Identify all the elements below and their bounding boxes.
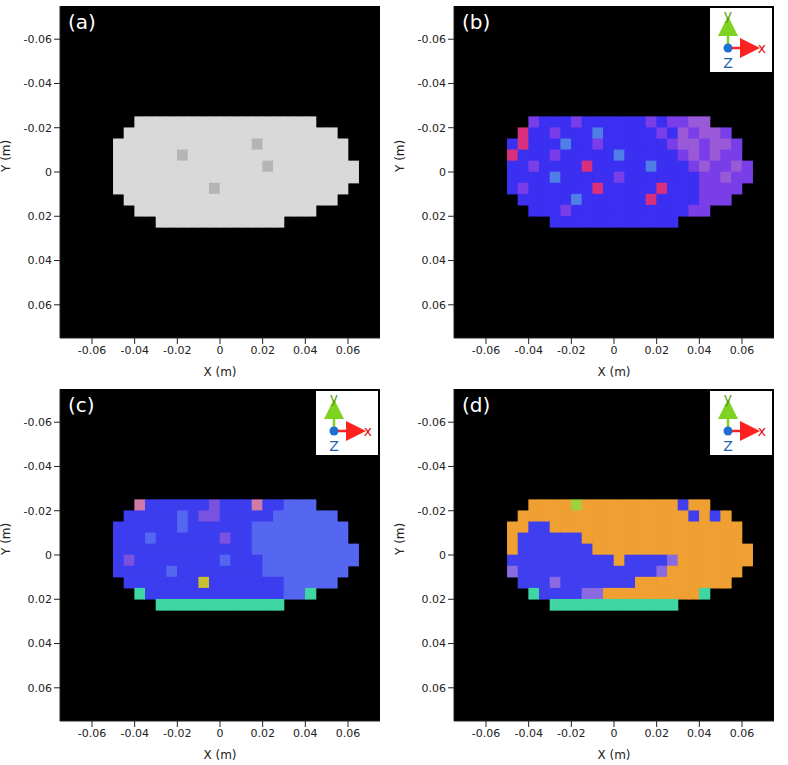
svg-text:Z: Z	[723, 438, 733, 454]
svg-text:0: 0	[217, 727, 224, 740]
html-text:(c): (c)	[68, 393, 95, 417]
svg-text:0.06: 0.06	[28, 299, 53, 312]
svg-text:x: x	[758, 423, 766, 439]
svg-text:X (m): X (m)	[597, 365, 630, 379]
svg-text:-0.04: -0.04	[24, 77, 52, 90]
svg-text:-0.04: -0.04	[514, 344, 542, 357]
svg-text:y: y	[724, 8, 732, 23]
svg-text:0.04: 0.04	[422, 254, 447, 267]
svg-text:Z: Z	[723, 55, 733, 71]
svg-text:-0.02: -0.02	[163, 727, 191, 740]
svg-text:x: x	[364, 423, 372, 439]
svg-text:-0.02: -0.02	[24, 505, 52, 518]
svg-text:0.02: 0.02	[28, 210, 53, 223]
svg-text:0.02: 0.02	[644, 344, 669, 357]
html-text:(a): (a)	[68, 10, 96, 34]
svg-text:-0.04: -0.04	[514, 727, 542, 740]
svg-text:-0.06: -0.06	[472, 344, 500, 357]
svg-text:-0.06: -0.06	[24, 416, 52, 429]
svg-text:X (m): X (m)	[203, 748, 236, 762]
svg-text:-0.04: -0.04	[24, 460, 52, 473]
svg-text:0: 0	[439, 166, 446, 179]
svg-text:0.02: 0.02	[28, 593, 53, 606]
svg-text:0.04: 0.04	[687, 344, 712, 357]
html-text:(b): (b)	[462, 10, 491, 34]
svg-text:0: 0	[611, 344, 618, 357]
svg-text:0.06: 0.06	[730, 344, 755, 357]
svg-text:-0.06: -0.06	[78, 344, 106, 357]
svg-text:-0.04: -0.04	[418, 77, 446, 90]
svg-text:-0.04: -0.04	[120, 727, 148, 740]
svg-text:-0.02: -0.02	[24, 122, 52, 135]
svg-text:Z: Z	[329, 438, 339, 454]
svg-text:0.06: 0.06	[422, 682, 447, 695]
svg-text:0: 0	[45, 549, 52, 562]
svg-text:0: 0	[217, 344, 224, 357]
svg-text:-0.06: -0.06	[418, 416, 446, 429]
svg-text:0.06: 0.06	[28, 682, 53, 695]
svg-text:0.02: 0.02	[644, 727, 669, 740]
svg-text:-0.02: -0.02	[163, 344, 191, 357]
svg-text:-0.06: -0.06	[78, 727, 106, 740]
svg-text:-0.04: -0.04	[418, 460, 446, 473]
svg-text:x: x	[758, 40, 766, 56]
svg-text:y: y	[724, 391, 732, 406]
svg-text:0: 0	[439, 549, 446, 562]
svg-text:0.04: 0.04	[293, 727, 318, 740]
svg-text:0.04: 0.04	[687, 727, 712, 740]
svg-text:-0.04: -0.04	[120, 344, 148, 357]
svg-text:-0.06: -0.06	[418, 33, 446, 46]
svg-text:-0.06: -0.06	[24, 33, 52, 46]
svg-text:X (m): X (m)	[203, 365, 236, 379]
svg-text:-0.02: -0.02	[557, 727, 585, 740]
svg-text:0.02: 0.02	[250, 344, 275, 357]
svg-text:-0.06: -0.06	[472, 727, 500, 740]
svg-text:0.06: 0.06	[336, 344, 361, 357]
svg-text:-0.02: -0.02	[418, 122, 446, 135]
svg-text:0.04: 0.04	[293, 344, 318, 357]
svg-text:Y (m): Y (m)	[0, 523, 13, 556]
svg-text:0.04: 0.04	[28, 254, 53, 267]
svg-text:0.04: 0.04	[422, 637, 447, 650]
svg-text:0.02: 0.02	[250, 727, 275, 740]
svg-text:0.06: 0.06	[336, 727, 361, 740]
svg-text:Y (m): Y (m)	[394, 140, 407, 173]
svg-text:X (m): X (m)	[597, 748, 630, 762]
svg-text:y: y	[330, 391, 338, 406]
svg-text:0.02: 0.02	[422, 210, 447, 223]
svg-text:0.04: 0.04	[28, 637, 53, 650]
svg-text:-0.02: -0.02	[418, 505, 446, 518]
svg-text:0.06: 0.06	[422, 299, 447, 312]
svg-text:Y (m): Y (m)	[0, 140, 13, 173]
svg-text:-0.02: -0.02	[557, 344, 585, 357]
html-text:(d): (d)	[462, 393, 491, 417]
svg-text:0.02: 0.02	[422, 593, 447, 606]
svg-text:Y (m): Y (m)	[394, 523, 407, 556]
svg-text:0.06: 0.06	[730, 727, 755, 740]
svg-text:0: 0	[611, 727, 618, 740]
svg-text:0: 0	[45, 166, 52, 179]
